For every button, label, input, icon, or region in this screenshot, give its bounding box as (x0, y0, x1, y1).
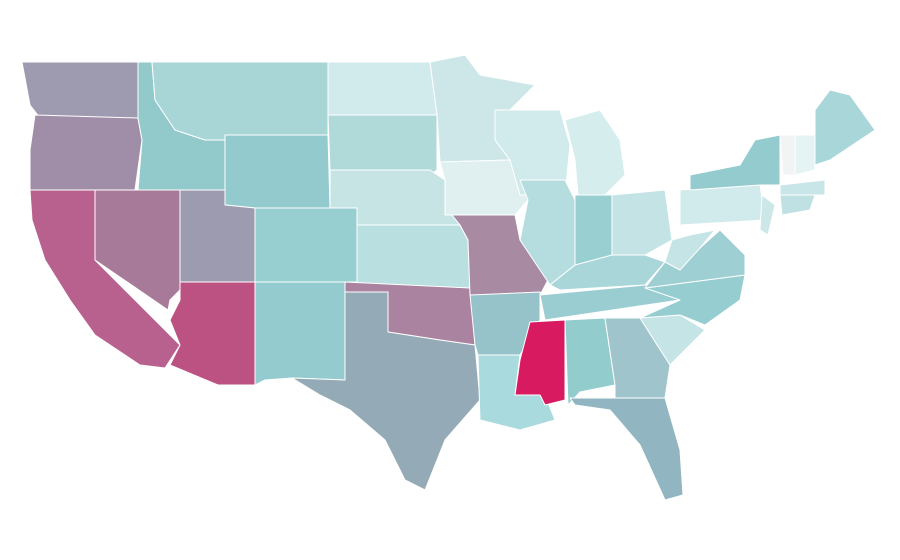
state (664, 229, 716, 271)
states (21, 54, 876, 501)
state (29, 114, 143, 191)
state (151, 61, 329, 141)
state (356, 224, 471, 289)
state (254, 207, 358, 283)
state (254, 281, 346, 386)
state (569, 397, 684, 501)
state (327, 114, 438, 176)
state (759, 194, 776, 236)
state (689, 134, 781, 191)
state (291, 291, 481, 491)
state (21, 61, 139, 119)
state (779, 179, 826, 196)
state (327, 61, 438, 116)
state (794, 134, 816, 176)
state (564, 317, 616, 406)
state (779, 194, 816, 216)
state (564, 109, 626, 196)
state (611, 189, 673, 256)
state (779, 134, 796, 176)
state (814, 89, 876, 166)
state (224, 134, 331, 209)
state (639, 274, 746, 326)
state (549, 254, 666, 291)
state (477, 354, 556, 431)
state (679, 184, 766, 226)
state (169, 281, 256, 386)
